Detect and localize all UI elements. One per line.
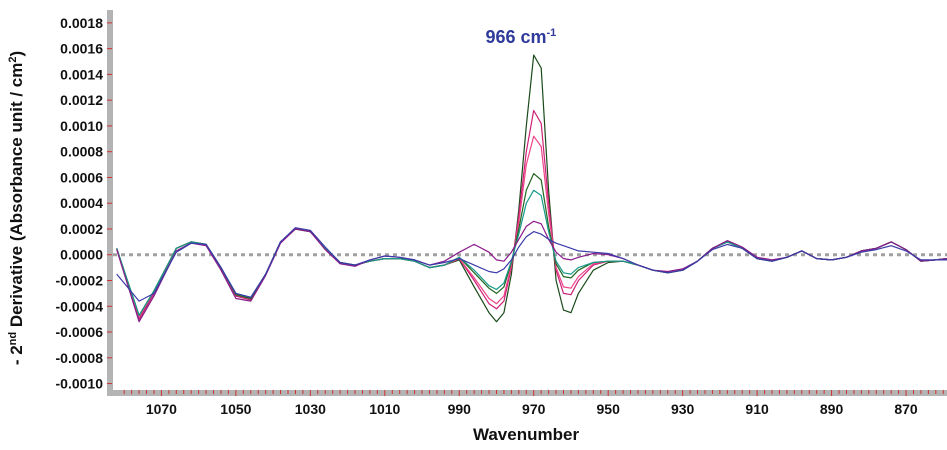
x-tick-label: 1010 [369,401,400,417]
y-tick-label: -0.0004 [56,298,104,314]
peak-annotation: 966 cm-1 [485,27,556,47]
x-tick-label: 990 [448,401,472,417]
x-tick-label: 870 [894,401,918,417]
series-layer [116,54,947,323]
x-tick-label: 950 [597,401,621,417]
y-axis-bar [107,10,113,390]
y-tick-label: 0.0016 [60,41,103,57]
x-axis-bar [107,390,947,396]
y-axis-title-rest: Derivative (Absorbance unit / cm [7,63,26,332]
y-tick-label: 0.0002 [60,221,103,237]
y-tick-label: 0.0006 [60,169,103,185]
x-axis-ticks: 1070 1050 1030 1010 990 970 950 930 910 890 870 [123,390,944,417]
y-tick-label: 0.0014 [60,66,103,82]
y-axis-title-sup: nd [7,332,19,345]
x-tick-label: 1070 [146,401,177,417]
y-tick-label: 0.0012 [60,92,103,108]
y-tick-label: -0.0006 [56,324,104,340]
x-tick-label: 890 [820,401,844,417]
x-tick-label: 910 [745,401,769,417]
y-tick-label: 0.0010 [60,118,103,134]
y-tick-label: 0.0004 [60,195,103,211]
x-tick-label: 1050 [220,401,251,417]
peak-annotation-text: 966 cm [485,27,546,47]
x-axis-title: Wavenumber [473,425,580,444]
plot-frame [107,10,947,396]
y-axis-title-prefix: - 2 [7,345,26,365]
x-tick-label: 930 [671,401,695,417]
series-line-7 [116,227,947,302]
y-axis-title-suffix: ) [7,51,26,57]
y-tick-label: -0.0008 [56,350,104,366]
y-axis-title: - 2nd Derivative (Absorbance unit / cm2) [7,51,26,365]
x-tick-label: 1030 [295,401,326,417]
y-axis-title-sup2: 2 [7,57,19,63]
peak-annotation-sup: -1 [547,27,557,39]
y-tick-label: 0.0000 [60,247,103,263]
y-tick-label: -0.0010 [56,376,104,392]
y-tick-label: 0.0018 [60,15,103,31]
y-axis-ticks: 0.0018 0.0016 0.0014 0.0012 0.0010 0.0008 0.00… [56,15,112,392]
y-tick-label: -0.0002 [56,273,104,289]
y-tick-label: 0.0008 [60,144,103,160]
x-tick-label: 970 [522,401,546,417]
